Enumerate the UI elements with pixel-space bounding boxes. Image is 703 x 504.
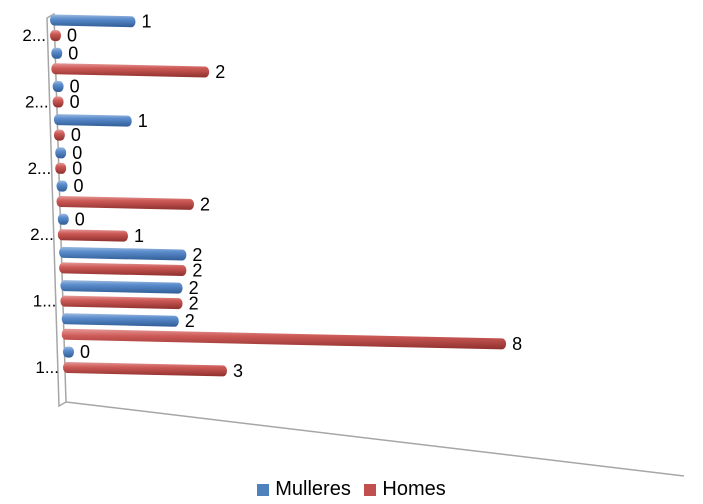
data-label-mulleres-4: 0 <box>75 209 85 229</box>
bar-mulleres-9 <box>51 47 63 59</box>
category-ticks-layer: 1... 1... 2... 2... 2... 2... <box>22 26 59 377</box>
bar-mulleres-5 <box>56 180 68 192</box>
data-label-mulleres-2: 2 <box>189 278 199 298</box>
data-label-homes-9: 2 <box>215 62 225 82</box>
data-label-mulleres-1: 2 <box>185 311 195 331</box>
data-label-homes-4: 1 <box>134 226 144 246</box>
bar-homes-7 <box>53 129 65 141</box>
bar-homes-5 <box>56 196 194 210</box>
bar-homes-3 <box>59 262 187 277</box>
data-label-mulleres-3: 2 <box>192 245 202 265</box>
legend-item-mulleres: Mulleres <box>257 478 351 501</box>
bar-mulleres-3 <box>59 246 187 261</box>
bar-homes-9 <box>51 63 210 78</box>
legend-item-homes: Homes <box>364 478 446 501</box>
legend-swatch-homes <box>364 483 377 496</box>
bar-homes-0 <box>63 362 227 377</box>
bar-homes-6 <box>55 162 67 174</box>
legend-label-mulleres: Mulleres <box>275 478 351 500</box>
data-label-mulleres-8: 0 <box>70 76 80 96</box>
data-label-homes-1: 8 <box>512 334 522 354</box>
bar-mulleres-2 <box>60 280 183 294</box>
data-label-homes-3: 2 <box>192 261 202 281</box>
category-tick-6: 2... <box>28 159 52 178</box>
legend-swatch-mulleres <box>257 483 270 496</box>
bar-mulleres-1 <box>61 313 179 327</box>
legend: Mulleres Homes <box>0 478 703 502</box>
data-label-mulleres-6: 0 <box>72 143 82 163</box>
bar-homes-2 <box>60 295 183 310</box>
bar-homes-8 <box>52 96 64 108</box>
data-label-homes-10: 0 <box>67 26 77 46</box>
bar-mulleres-4 <box>57 213 69 225</box>
data-label-mulleres-5: 0 <box>74 176 84 196</box>
bar-homes-1 <box>61 328 507 350</box>
category-tick-10: 2... <box>22 26 46 45</box>
data-label-homes-0: 3 <box>233 361 243 381</box>
data-label-mulleres-7: 1 <box>138 111 148 131</box>
data-label-homes-8: 0 <box>70 92 80 112</box>
bar-homes-10 <box>50 30 61 42</box>
bars-layer <box>50 14 507 377</box>
data-label-homes-2: 2 <box>189 294 199 314</box>
bar-mulleres-8 <box>52 80 64 92</box>
category-tick-8: 2... <box>25 92 49 111</box>
bar-mulleres-0 <box>63 346 74 358</box>
bar-homes-4 <box>57 229 128 242</box>
category-tick-4: 2... <box>30 225 54 244</box>
data-label-mulleres-9: 0 <box>68 43 78 63</box>
floor-line <box>65 401 685 477</box>
data-label-homes-7: 0 <box>71 125 81 145</box>
bar-mulleres-6 <box>55 147 67 159</box>
category-tick-0: 1... <box>35 358 59 377</box>
category-tick-2: 1... <box>33 292 57 311</box>
data-label-mulleres-10: 1 <box>142 12 152 32</box>
data-label-mulleres-0: 0 <box>80 342 90 362</box>
bar-mulleres-7 <box>53 114 132 127</box>
bar-mulleres-10 <box>50 14 136 28</box>
data-label-homes-5: 2 <box>200 194 210 214</box>
data-label-homes-6: 0 <box>72 158 82 178</box>
legend-label-homes: Homes <box>382 478 446 500</box>
